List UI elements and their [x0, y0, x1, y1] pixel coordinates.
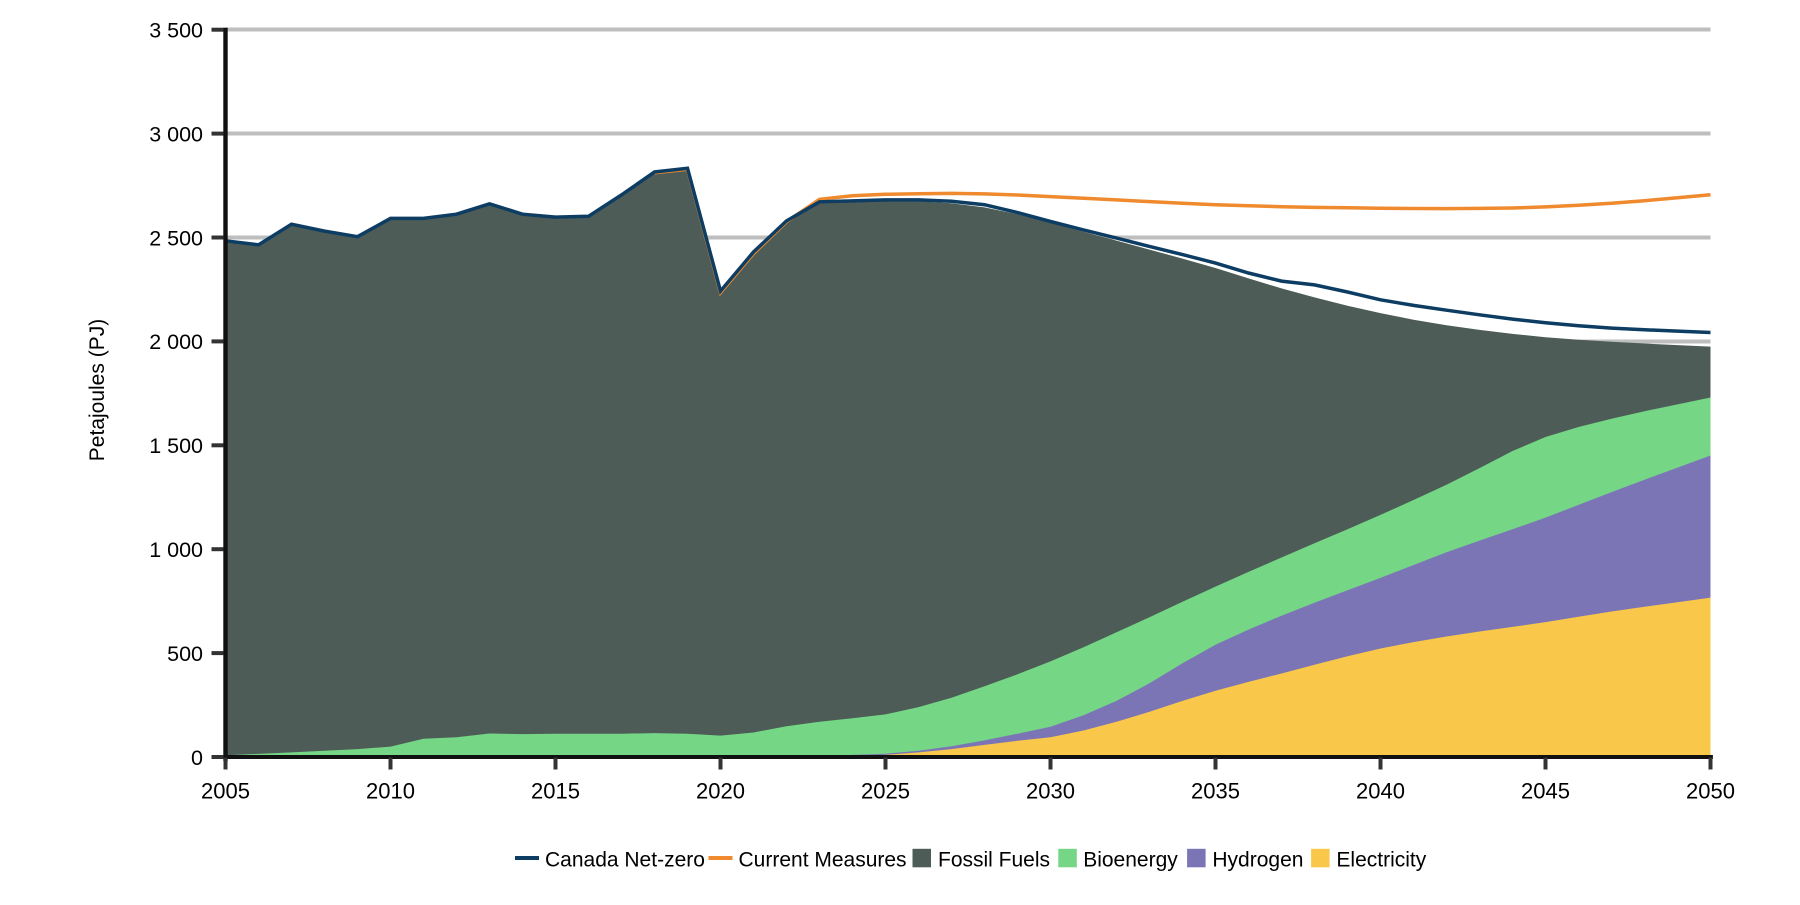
svg-text:2005: 2005	[201, 779, 250, 804]
svg-text:2040: 2040	[1356, 779, 1405, 804]
svg-text:2025: 2025	[861, 779, 910, 804]
svg-text:2030: 2030	[1026, 779, 1075, 804]
svg-text:Petajoules (PJ): Petajoules (PJ)	[86, 319, 109, 461]
svg-text:2 000: 2 000	[149, 330, 203, 354]
svg-text:2010: 2010	[366, 779, 415, 804]
svg-text:Electricity: Electricity	[1336, 849, 1426, 872]
svg-text:Canada Net-zero: Canada Net-zero	[545, 849, 705, 872]
svg-text:Hydrogen: Hydrogen	[1212, 849, 1303, 872]
svg-text:2050: 2050	[1686, 779, 1735, 804]
svg-text:3 500: 3 500	[149, 19, 203, 43]
svg-text:3 000: 3 000	[149, 122, 203, 146]
svg-text:2035: 2035	[1191, 779, 1240, 804]
svg-text:500: 500	[167, 642, 203, 666]
svg-text:1 500: 1 500	[149, 434, 203, 458]
svg-text:0: 0	[191, 746, 203, 770]
svg-text:2 500: 2 500	[149, 226, 203, 250]
svg-text:Fossil Fuels: Fossil Fuels	[938, 849, 1050, 872]
svg-text:1 000: 1 000	[149, 538, 203, 562]
svg-text:Bioenergy: Bioenergy	[1083, 849, 1178, 872]
svg-text:2045: 2045	[1521, 779, 1570, 804]
svg-text:Current Measures: Current Measures	[739, 849, 907, 872]
svg-text:2015: 2015	[531, 779, 580, 804]
svg-text:2020: 2020	[696, 779, 745, 804]
